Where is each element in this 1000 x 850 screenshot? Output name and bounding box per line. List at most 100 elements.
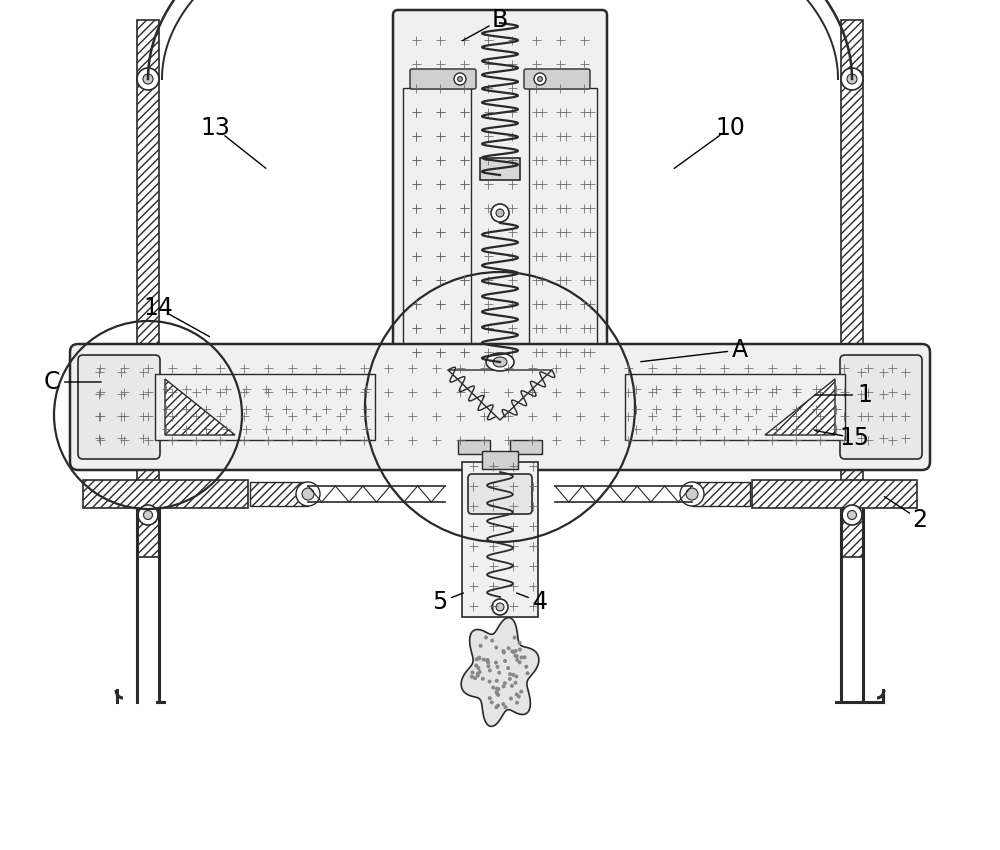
Circle shape [494, 660, 498, 665]
Circle shape [514, 675, 518, 678]
Bar [155, 374, 375, 440]
Circle shape [494, 645, 498, 649]
FancyBboxPatch shape [70, 344, 930, 470]
Circle shape [476, 666, 480, 670]
Bar [482, 451, 518, 469]
Bar [692, 482, 750, 506]
Circle shape [484, 636, 488, 639]
Bar [403, 88, 471, 365]
Circle shape [490, 700, 494, 705]
Circle shape [503, 681, 507, 685]
Text: B: B [492, 8, 508, 32]
Bar [841, 352, 863, 557]
Circle shape [526, 672, 530, 675]
Circle shape [492, 599, 508, 615]
Circle shape [496, 209, 504, 217]
Circle shape [495, 679, 499, 683]
Bar [480, 158, 520, 180]
Circle shape [496, 687, 500, 691]
Text: 5: 5 [432, 590, 448, 614]
Circle shape [513, 636, 517, 639]
Bar [625, 374, 845, 440]
Circle shape [502, 684, 506, 688]
Text: C: C [44, 370, 60, 394]
Circle shape [496, 603, 504, 611]
Circle shape [847, 74, 857, 84]
Circle shape [490, 638, 494, 643]
Circle shape [477, 655, 481, 660]
Circle shape [506, 666, 510, 670]
Text: 15: 15 [840, 426, 870, 450]
Circle shape [503, 659, 507, 663]
Circle shape [473, 677, 477, 680]
Circle shape [138, 505, 158, 525]
Circle shape [514, 649, 518, 653]
Circle shape [470, 675, 474, 678]
Circle shape [143, 74, 153, 84]
Circle shape [519, 689, 523, 694]
Bar [752, 480, 917, 508]
Bar [137, 20, 159, 352]
Circle shape [507, 646, 511, 650]
Bar [83, 480, 248, 508]
FancyBboxPatch shape [78, 355, 160, 459]
Circle shape [515, 693, 519, 696]
Circle shape [478, 670, 482, 674]
Circle shape [495, 690, 499, 694]
Circle shape [477, 656, 481, 660]
Bar [462, 462, 538, 617]
Text: 4: 4 [532, 590, 548, 614]
Circle shape [470, 671, 474, 674]
Bar [841, 20, 863, 352]
Circle shape [488, 696, 492, 700]
Circle shape [501, 649, 505, 653]
Circle shape [518, 660, 522, 665]
Circle shape [511, 673, 515, 677]
Circle shape [841, 68, 863, 90]
Polygon shape [765, 379, 835, 435]
Circle shape [497, 671, 501, 675]
Circle shape [495, 687, 499, 691]
FancyBboxPatch shape [840, 355, 922, 459]
Circle shape [510, 683, 514, 688]
Circle shape [509, 696, 513, 700]
Circle shape [496, 665, 500, 669]
Circle shape [510, 649, 514, 654]
Circle shape [476, 674, 480, 677]
Circle shape [515, 654, 519, 658]
Text: 13: 13 [200, 116, 230, 140]
Circle shape [495, 692, 499, 696]
Circle shape [523, 655, 527, 660]
Circle shape [474, 664, 478, 667]
Circle shape [515, 658, 519, 662]
Ellipse shape [486, 353, 514, 371]
Circle shape [848, 511, 856, 519]
Circle shape [534, 73, 546, 85]
Circle shape [486, 660, 490, 665]
Circle shape [496, 704, 500, 707]
Circle shape [479, 643, 483, 648]
Circle shape [494, 706, 498, 709]
Circle shape [680, 482, 704, 506]
Bar [529, 88, 597, 365]
Ellipse shape [493, 357, 507, 367]
Text: 2: 2 [912, 508, 928, 532]
Circle shape [486, 664, 490, 668]
Bar [458, 440, 490, 454]
Polygon shape [461, 618, 539, 727]
Circle shape [517, 694, 521, 699]
Circle shape [481, 677, 485, 681]
Bar [510, 440, 542, 454]
Circle shape [137, 68, 159, 90]
Circle shape [842, 505, 862, 525]
Circle shape [501, 702, 505, 706]
Circle shape [296, 482, 320, 506]
Circle shape [488, 679, 492, 683]
Polygon shape [165, 379, 235, 435]
Circle shape [482, 658, 486, 661]
FancyBboxPatch shape [393, 10, 607, 375]
Circle shape [496, 693, 500, 697]
Bar [137, 352, 159, 557]
Circle shape [686, 488, 698, 500]
Circle shape [486, 658, 490, 662]
